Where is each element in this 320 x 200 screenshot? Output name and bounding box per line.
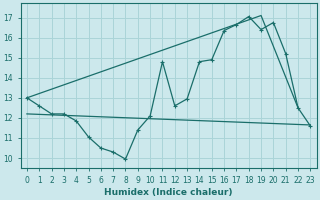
- X-axis label: Humidex (Indice chaleur): Humidex (Indice chaleur): [104, 188, 233, 197]
